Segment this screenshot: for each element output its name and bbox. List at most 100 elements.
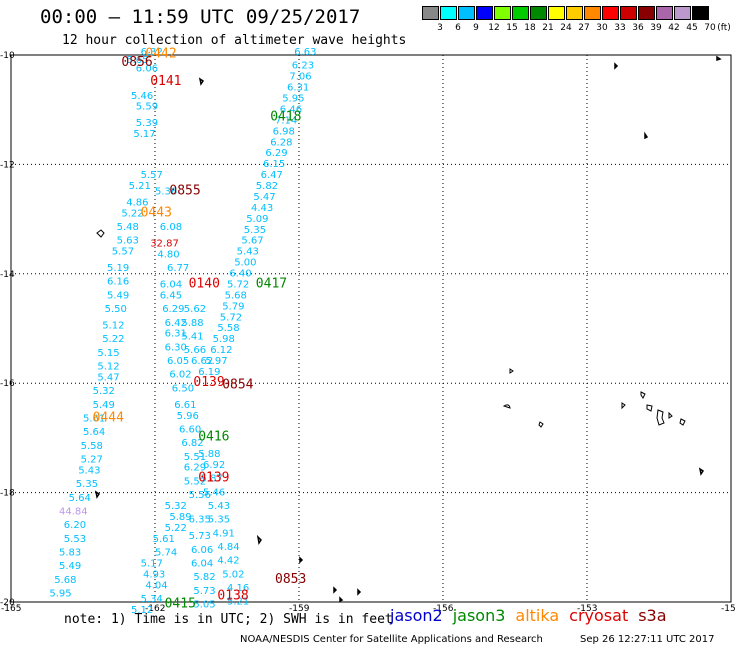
- color-scale-unit: (ft): [717, 23, 731, 33]
- x-tick-label: -165: [1, 604, 21, 614]
- legend-item-altika: altika: [515, 606, 560, 625]
- swh-value: 5.41: [181, 331, 203, 342]
- swh-value: 5.68: [225, 290, 247, 301]
- legend-item-cryosat: cryosat: [569, 606, 629, 625]
- swh-value: 6.46: [280, 104, 302, 115]
- pass-time-label: 0415: [165, 596, 196, 611]
- swh-value: 5.22: [165, 523, 187, 534]
- swh-value: 5.32: [165, 501, 187, 512]
- swh-value: 6.63: [294, 47, 316, 58]
- color-scale-label: 39: [650, 23, 662, 33]
- swh-value: 7.14: [275, 115, 297, 126]
- swh-value: 5.22: [121, 208, 143, 219]
- swh-value: 6.31: [165, 329, 187, 340]
- swh-value: 6.06: [191, 545, 213, 556]
- pass-time-label: 0853: [275, 572, 306, 587]
- swh-value: 5.96: [177, 411, 199, 422]
- gridlines: [11, 55, 731, 602]
- island-shape: [502, 404, 511, 409]
- pass-time-label: 0417: [256, 276, 287, 291]
- color-scale-label: 9: [473, 23, 479, 33]
- axis-ticks: -165 -162 -159 -156 -153 -15 -10 -12 -14 -16 -18 -2…: [0, 51, 736, 614]
- y-tick-label: -18: [0, 489, 15, 499]
- island-shape: [716, 55, 722, 62]
- swh-value: 6.50: [172, 383, 194, 394]
- swh-value: 4.42: [217, 556, 239, 567]
- swh-value: 6.82: [181, 438, 203, 449]
- swh-value: 5.88: [198, 449, 220, 460]
- swh-value: 5.43: [208, 501, 230, 512]
- island-outlines: [94, 55, 722, 603]
- swh-value: 5.43: [78, 465, 100, 476]
- color-scale-label: 42: [668, 23, 680, 33]
- swh-value: 5.97: [205, 356, 227, 367]
- swh-value: 6.12: [210, 345, 232, 356]
- island-shape: [656, 409, 665, 426]
- swh-value: 6.40: [229, 269, 251, 280]
- swh-value: 4.93: [143, 569, 165, 580]
- swh-value: 6.16: [107, 277, 129, 288]
- swh-value: 4.84: [217, 542, 239, 553]
- swh-value: 5.52: [184, 476, 206, 487]
- swh-value: 5.49: [107, 290, 129, 301]
- color-scale-swatch: [440, 6, 457, 20]
- swh-value: 5.19: [107, 263, 129, 274]
- swh-value: 5.98: [213, 334, 235, 345]
- swh-value: 5.83: [59, 548, 81, 559]
- pass-time-label: 0139: [198, 471, 229, 486]
- y-tick-label: -14: [0, 270, 15, 280]
- swh-value: 6.98: [273, 126, 295, 137]
- swh-value: 32.87: [150, 238, 179, 249]
- island-shape: [94, 490, 101, 499]
- island-shape: [614, 62, 619, 70]
- color-scale-label: 36: [632, 23, 644, 33]
- color-scale-swatch: [530, 6, 547, 20]
- swh-value: 5.95: [282, 93, 304, 104]
- swh-value: 6.28: [270, 137, 292, 148]
- swh-value: 5.43: [237, 247, 259, 258]
- swh-value: 7.06: [289, 72, 311, 83]
- swh-value: 5.17: [141, 558, 163, 569]
- color-scale-swatch: [602, 6, 619, 20]
- swh-value: 5.89: [169, 512, 191, 523]
- swh-value: 5.87: [201, 474, 223, 485]
- pass-time-label: 0856: [121, 55, 152, 70]
- swh-value: 5.72: [227, 279, 249, 290]
- x-tick-label: -15: [721, 604, 736, 614]
- footer-credit: NOAA/NESDIS Center for Satellite Applica…: [240, 634, 543, 645]
- legend-item-jason2: jason2: [390, 606, 443, 625]
- island-shape: [640, 391, 646, 399]
- color-scale-label: 15: [506, 23, 518, 33]
- swh-value: 5.63: [117, 236, 139, 247]
- swh-value: 5.50: [105, 304, 127, 315]
- island-shape: [256, 534, 262, 545]
- swh-values: 6.325.656.065.465.595.395.175.575.214.86…: [49, 47, 316, 616]
- island-shape: [339, 596, 344, 603]
- swh-value: 6.47: [261, 170, 283, 181]
- swh-value: 6.45: [160, 290, 182, 301]
- swh-value: 6.20: [64, 520, 86, 531]
- swh-value: 4.80: [157, 249, 179, 260]
- swh-value: 5.59: [136, 102, 158, 113]
- swh-value: 5.21: [227, 597, 249, 608]
- swh-value: 4.86: [126, 197, 148, 208]
- swh-value: 5.82: [193, 572, 215, 583]
- color-scale-label: 18: [524, 23, 536, 33]
- island-shape: [644, 131, 649, 140]
- x-tick-label: -156: [433, 604, 454, 614]
- color-scale-label: 70: [704, 23, 716, 33]
- swh-value: 5.09: [246, 214, 268, 225]
- y-tick-label: -16: [0, 379, 15, 389]
- page-title: 00:00 – 11:59 UTC 09/25/2017: [40, 6, 361, 28]
- island-shape: [646, 404, 653, 412]
- color-scale-swatch: [476, 6, 493, 20]
- swh-value: 5.64: [83, 427, 105, 438]
- swh-value: 5.61: [83, 413, 105, 424]
- swh-value: 6.61: [174, 400, 196, 411]
- swh-value: 5.68: [54, 575, 76, 586]
- color-scale-swatch: [422, 6, 439, 20]
- swh-value: 5.35: [244, 225, 266, 236]
- swh-value: 5.46: [131, 91, 153, 102]
